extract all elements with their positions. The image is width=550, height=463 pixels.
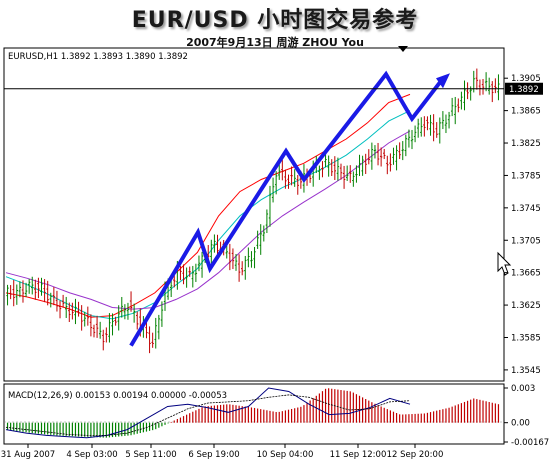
x-tick-label: 10 Sep 04:00 [257,450,314,460]
shift-marker-icon[interactable] [398,46,408,52]
trend-arrowhead-icon [436,73,450,89]
x-tick-label: 5 Sep 11:00 [125,450,176,460]
price-tick-label: 1.3785 [511,171,541,181]
price-tick-label: 1.3905 [511,74,541,84]
moving-average-line [5,130,411,310]
x-tick-label: 4 Sep 03:00 [66,450,117,460]
macd-panel-info: MACD(12,26,9) 0.00153 0.00194 0.00000 -0… [8,391,227,401]
price-panel-info: EURUSD,H1 1.3892 1.3893 1.3890 1.3892 [8,52,188,62]
macd-signal-line [5,394,411,436]
macd-main-line [5,387,411,439]
current-price-label: 1.3892 [509,85,539,95]
price-tick-label: 1.3665 [511,269,541,279]
moving-average-line [5,93,411,318]
price-tick-label: 1.3585 [511,333,541,343]
price-tick-label: 1.3705 [511,236,541,246]
macd-tick-label: -0.00167 [511,438,549,448]
macd-tick-label: 0.00 [511,419,530,429]
price-tick-label: 1.3745 [511,204,541,214]
price-tick-label: 1.3625 [511,301,541,311]
x-tick-label: 12 Sep 20:00 [387,450,444,460]
x-tick-label: 31 Aug 2007 [1,450,55,460]
current-price-box [505,82,543,95]
x-tick-label: 11 Sep 12:00 [330,450,387,460]
price-tick-label: 1.3545 [511,366,541,376]
price-tick-label: 1.3865 [511,107,541,117]
page-subtitle: 2007年9月13日 周游 ZHOU You [186,36,364,49]
page-title: EUR/USD 小时图交易参考 [131,8,419,33]
price-tick-label: 1.3825 [511,139,541,149]
macd-tick-label: 0.003 [511,384,535,394]
mouse-cursor-icon [497,251,512,276]
trend-annotation-line [129,70,442,347]
x-tick-label: 6 Sep 19:00 [188,450,239,460]
